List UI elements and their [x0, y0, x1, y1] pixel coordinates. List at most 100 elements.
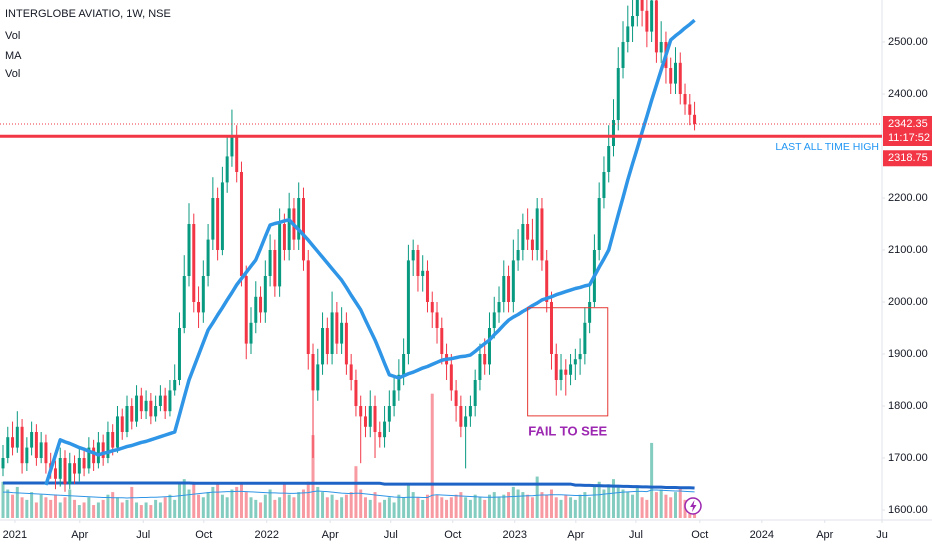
candle-body: [230, 136, 234, 157]
volume-bar: [545, 494, 549, 518]
volume-bar: [120, 502, 124, 518]
candle-body: [34, 431, 38, 458]
volume-bar: [440, 497, 444, 518]
volume-bar: [259, 502, 263, 518]
candle-body: [239, 172, 243, 277]
volume-bar: [321, 492, 325, 518]
candle-body: [306, 260, 310, 354]
candle-body: [411, 250, 415, 261]
candle-body: [273, 250, 277, 287]
volume-bar: [392, 502, 396, 518]
candle-body: [669, 68, 673, 84]
y-tick-label: 2500.00: [888, 36, 928, 48]
candle-body: [120, 416, 124, 432]
volume-bar: [554, 497, 558, 518]
volume-bar: [349, 492, 353, 518]
y-tick-label: 2000.00: [888, 296, 928, 308]
candle-body: [211, 198, 215, 240]
x-tick-label: 2021: [3, 529, 27, 541]
volume-bar: [635, 486, 639, 518]
volume-bar: [139, 505, 143, 518]
x-tick-label: Jul: [629, 529, 643, 541]
candle-body: [244, 276, 248, 344]
volume-bar: [487, 494, 491, 518]
volume-bar: [163, 497, 167, 518]
candle-body: [330, 312, 334, 354]
candle-body: [549, 302, 553, 354]
candle-body: [206, 239, 210, 277]
candle-body: [540, 208, 544, 261]
volume-bar: [549, 489, 553, 518]
candle-body: [545, 260, 549, 303]
volume-bar: [650, 442, 654, 518]
x-tick-label: 2024: [750, 529, 774, 541]
candle-body: [130, 405, 134, 422]
candle-body: [154, 405, 158, 417]
candle-body: [497, 302, 501, 313]
volume-bar: [330, 494, 334, 518]
candle-body: [635, 0, 639, 17]
volume-bar: [1, 481, 5, 518]
volume-bar: [239, 484, 243, 518]
candle-body: [597, 198, 601, 251]
volume-ma-line: [3, 489, 695, 499]
volume-bar: [325, 497, 329, 518]
candle-body: [201, 276, 205, 313]
candle-body: [82, 457, 86, 469]
volume-bar: [263, 494, 267, 518]
volume-bar: [125, 499, 129, 518]
volume-bar: [592, 486, 596, 518]
countdown-label: 11:17:52: [888, 132, 930, 144]
replay-icon[interactable]: [684, 497, 702, 515]
volume-bar: [631, 494, 635, 518]
volume-bar: [521, 492, 525, 518]
candle-body: [87, 447, 91, 469]
volume-bar: [301, 489, 305, 518]
volume-bar: [573, 499, 577, 518]
candle-body: [96, 442, 100, 464]
legend-entry[interactable]: MA: [5, 50, 22, 62]
x-tick-label: Oct: [691, 529, 708, 541]
ath-annotation: LAST ALL TIME HIGH: [775, 141, 879, 153]
volume-bar: [316, 486, 320, 518]
candle-body: [616, 68, 620, 121]
candle-body: [39, 442, 43, 458]
plot-area: [1, 0, 697, 518]
volume-bar: [101, 499, 105, 518]
candle-body: [449, 364, 453, 391]
candle-body: [301, 198, 305, 261]
x-tick-label: Jul: [136, 529, 150, 541]
candle-body: [168, 390, 172, 412]
volume-bar: [507, 492, 511, 518]
axes: 1600.00 1700.00 1800.00 1900.00 2000.00 2100.…: [3, 36, 928, 541]
candle-body: [139, 395, 143, 412]
volume-bar: [526, 494, 530, 518]
volume-bar: [177, 484, 181, 518]
candle-body: [673, 62, 677, 84]
ma-line: [44, 18, 696, 486]
candle-body: [368, 405, 372, 427]
volume-bar: [597, 481, 601, 518]
candle-body: [321, 328, 325, 365]
candle-body: [249, 322, 253, 344]
volume-bar: [626, 492, 630, 518]
candle-body: [63, 457, 67, 484]
candle-body: [359, 405, 363, 417]
volume-bar: [197, 494, 201, 518]
candle-body: [378, 431, 382, 438]
volume-bar: [492, 492, 496, 518]
volume-bar: [25, 499, 29, 518]
volume-bar: [340, 497, 344, 518]
candle-body: [53, 468, 57, 479]
candle-body: [454, 390, 458, 406]
candle-body: [20, 426, 24, 464]
candle-body: [216, 198, 220, 251]
legend-entry[interactable]: Vol: [5, 30, 20, 42]
x-tick-label: Apr: [567, 529, 584, 541]
legend-entry[interactable]: Vol: [5, 68, 20, 80]
candle-body: [158, 395, 162, 406]
volume-bar: [445, 499, 449, 518]
candle-body: [316, 364, 320, 391]
volume-bar: [640, 497, 644, 518]
